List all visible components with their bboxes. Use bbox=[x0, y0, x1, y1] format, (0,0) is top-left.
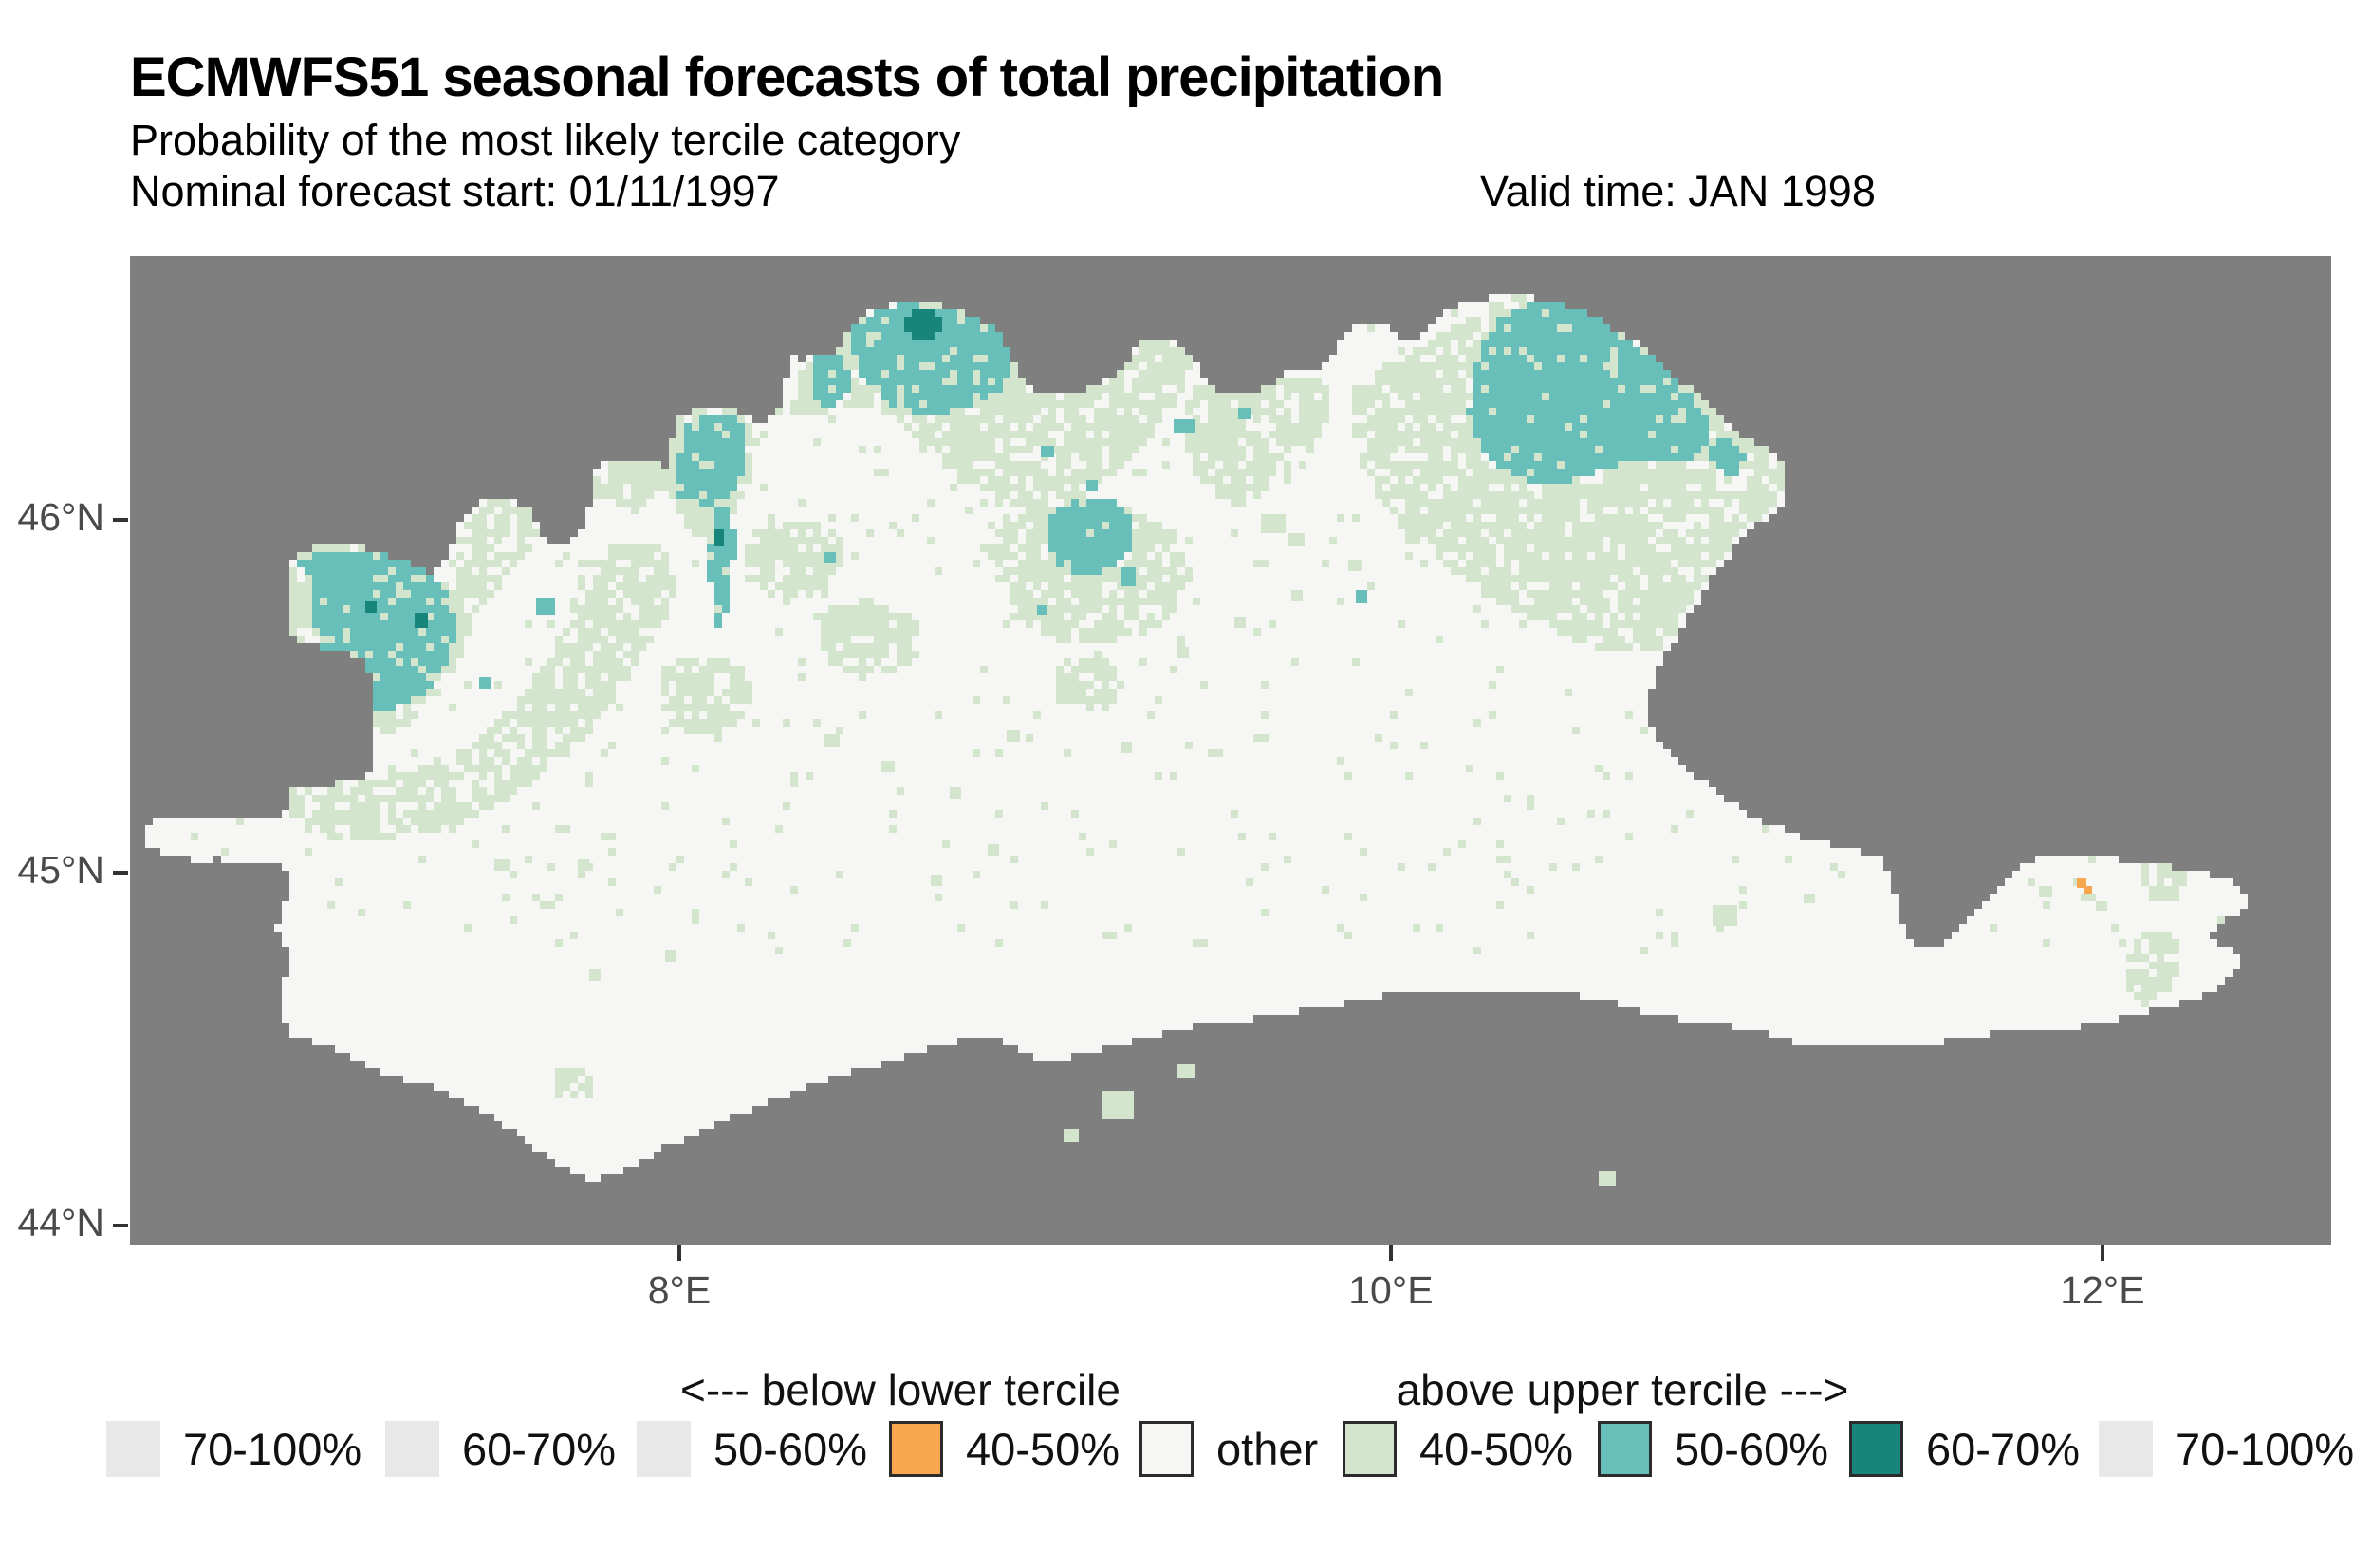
legend-swatch bbox=[2099, 1421, 2153, 1477]
legend-group-label-below: <--- below lower tercile bbox=[680, 1365, 1121, 1414]
legend-swatch bbox=[1139, 1421, 1194, 1477]
x-axis-tick bbox=[2100, 1245, 2104, 1261]
legend-item-label: 60-70% bbox=[462, 1424, 616, 1474]
legend-item-label: other bbox=[1216, 1424, 1319, 1474]
x-axis-tick-label: 8°E bbox=[647, 1268, 712, 1312]
forecast-start-label: Nominal forecast start: 01/11/1997 bbox=[130, 167, 780, 215]
legend-swatch bbox=[637, 1421, 691, 1477]
x-axis-tick-label: 10°E bbox=[1348, 1268, 1434, 1312]
legend-swatch bbox=[385, 1421, 439, 1477]
legend-item-label: 40-50% bbox=[1419, 1424, 1573, 1474]
legend-swatch bbox=[889, 1421, 943, 1477]
y-axis-tick-label: 46°N bbox=[17, 494, 104, 539]
legend-item-label: 50-60% bbox=[1675, 1424, 1828, 1474]
x-axis-tick-label: 12°E bbox=[2060, 1268, 2145, 1312]
y-axis-tick-label: 44°N bbox=[17, 1200, 104, 1245]
y-axis-tick bbox=[113, 517, 128, 522]
legend-item-label: 40-50% bbox=[966, 1424, 1120, 1474]
y-axis-tick bbox=[113, 870, 128, 875]
map-panel bbox=[130, 256, 2331, 1245]
legend-swatch bbox=[106, 1421, 160, 1477]
legend-group-label-above: above upper tercile ---> bbox=[1396, 1365, 1849, 1414]
figure-title: ECMWFS51 seasonal forecasts of total pre… bbox=[130, 46, 1444, 108]
x-axis-tick bbox=[1388, 1245, 1393, 1261]
legend-item-label: 60-70% bbox=[1926, 1424, 2080, 1474]
legend-item-label: 50-60% bbox=[713, 1424, 867, 1474]
x-axis-tick bbox=[676, 1245, 681, 1261]
valid-time-label: Valid time: JAN 1998 bbox=[1480, 167, 1876, 215]
legend-swatch bbox=[1598, 1421, 1652, 1477]
legend-swatch bbox=[1343, 1421, 1397, 1477]
y-axis-tick-label: 45°N bbox=[17, 847, 104, 892]
legend-item-label: 70-100% bbox=[2176, 1424, 2353, 1474]
figure-subtitle: Probability of the most likely tercile c… bbox=[130, 116, 961, 164]
y-axis-tick bbox=[113, 1223, 128, 1227]
legend-item-label: 70-100% bbox=[183, 1424, 362, 1474]
precipitation-probability-map bbox=[130, 256, 2331, 1245]
legend-swatch bbox=[1849, 1421, 1903, 1477]
